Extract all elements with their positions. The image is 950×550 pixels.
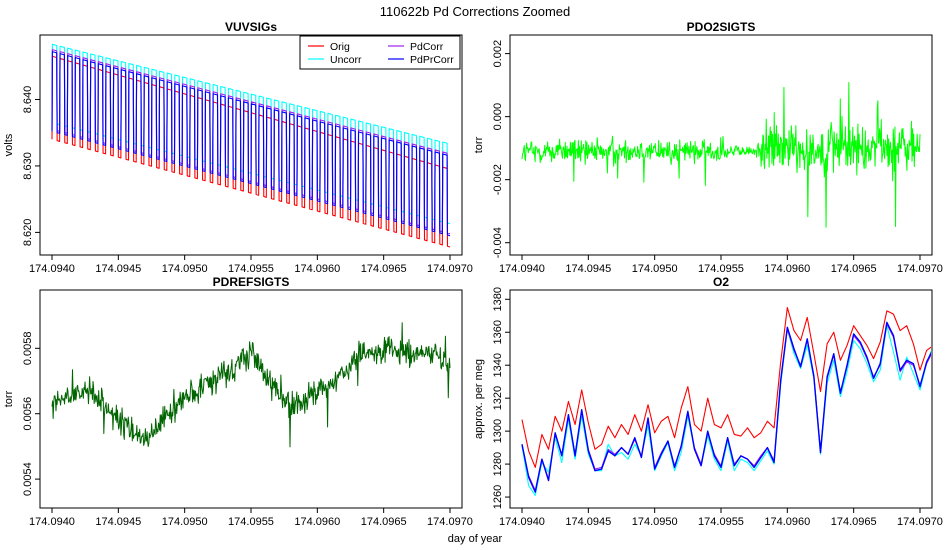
vuvsigs-legend-label: Uncorr: [330, 54, 362, 66]
vuvsigs-x-tick-label: 174.0970: [427, 263, 473, 275]
figure-title: 110622b Pd Corrections Zoomed: [380, 4, 571, 19]
pdrefsigts-plot-area: [51, 322, 451, 448]
pdo2sigts-y-tick-label: 0.000: [492, 103, 504, 131]
pdo2sigts-y-tick-label: 0.002: [492, 40, 504, 68]
vuvsigs-title: VUVSIGs: [225, 20, 277, 34]
pdo2sigts-y-tick-label: -0.002: [492, 164, 504, 195]
o2-y-axis-label: approx. per meg: [473, 359, 485, 439]
o2-y-tick-label: 1280: [492, 452, 504, 476]
pdrefsigts-x-tick-label: 174.0945: [95, 516, 141, 528]
vuvsigs-y-tick-label: 8.620: [22, 219, 34, 247]
o2-y-tick-label: 1320: [492, 386, 504, 410]
vuvsigs-legend-box: [299, 35, 461, 70]
pdrefsigts-y-tick-label: 0.0054: [22, 462, 34, 496]
vuvsigs-x-tick-label: 174.0960: [294, 263, 340, 275]
pdo2sigts-panel: PDO2SIGTS torr 174.0940 174.0945 174.0950 174…: [473, 20, 943, 275]
pdrefsigts-x-tick-label: 174.0940: [29, 516, 75, 528]
o2-y-tick-label: 1260: [492, 485, 504, 509]
o2-y-tick-label: 1300: [492, 419, 504, 443]
o2-y-tick-label: 1360: [492, 320, 504, 344]
vuvsigs-legend-label: PdCorr: [410, 41, 444, 53]
o2-y-tick-label: 1340: [492, 353, 504, 377]
pdrefsigts-panel: PDREFSIGTS torr 174.0940 174.0945 174.0950 17…: [3, 275, 473, 528]
vuvsigs-plot-area: [51, 43, 451, 248]
o2-title: O2: [713, 275, 729, 289]
o2-x-tick-label: 174.0970: [897, 516, 943, 528]
pdo2sigts-x-tick-label: 174.0970: [897, 263, 943, 275]
vuvsigs-x-tick-label: 174.0945: [95, 263, 141, 275]
pdrefsigts-x-tick-label: 174.0965: [361, 516, 407, 528]
vuvsigs-panel: VUVSIGs volts 174.0940 174.0945 174.0950 174.…: [3, 20, 473, 275]
vuvsigs-y-tick-label: 8.630: [22, 152, 34, 180]
o2-series-pdcorr: [521, 323, 931, 492]
pdo2sigts-x-tick-label: 174.0965: [831, 263, 877, 275]
pdo2sigts-plot-area: [521, 81, 921, 228]
shared-x-axis-label: day of year: [448, 533, 503, 545]
pdrefsigts-y-tick-label: 0.0058: [22, 331, 34, 365]
o2-x-tick-label: 174.0955: [698, 516, 744, 528]
o2-x-tick-label: 174.0960: [764, 516, 810, 528]
o2-x-tick-label: 174.0945: [565, 516, 611, 528]
pdo2sigts-x-tick-label: 174.0960: [764, 263, 810, 275]
pdo2sigts-title: PDO2SIGTS: [687, 20, 756, 34]
pdo2sigts-y-tick-label: -0.004: [492, 227, 504, 258]
vuvsigs-x-tick-label: 174.0955: [228, 263, 274, 275]
pdo2sigts-x-tick-label: 174.0950: [632, 263, 678, 275]
o2-plot-area: [521, 306, 931, 496]
o2-plot-frame: [509, 289, 933, 509]
pdrefsigts-y-tick-label: 0.0056: [22, 397, 34, 431]
pdrefsigts-x-tick-label: 174.0970: [427, 516, 473, 528]
o2-series-uncorr: [521, 325, 931, 496]
vuvsigs-x-tick-label: 174.0965: [361, 263, 407, 275]
pdo2sigts-y-axis-label: torr: [473, 136, 485, 153]
o2-x-tick-label: 174.0965: [831, 516, 877, 528]
pdo2sigts-series: [521, 81, 921, 228]
pdrefsigts-title: PDREFSIGTS: [213, 275, 290, 289]
o2-x-tick-label: 174.0940: [499, 516, 545, 528]
pdrefsigts-x-tick-label: 174.0950: [162, 516, 208, 528]
vuvsigs-y-tick-label: 8.640: [22, 86, 34, 114]
vuvsigs-legend-label: PdPrCorr: [410, 54, 454, 66]
pdo2sigts-x-tick-label: 174.0945: [565, 263, 611, 275]
o2-series-orig: [521, 306, 931, 468]
o2-x-tick-label: 174.0950: [632, 516, 678, 528]
vuvsigs-x-tick-label: 174.0950: [162, 263, 208, 275]
o2-panel: O2 approx. per meg 174.0940 174.0945 174.095…: [473, 275, 943, 528]
o2-series-pdprcorr: [521, 321, 931, 493]
vuvsigs-y-axis-label: volts: [3, 133, 15, 156]
vuvsigs-legend-label: Orig: [330, 41, 350, 53]
vuvsigs-x-tick-label: 174.0940: [29, 263, 75, 275]
pdrefsigts-y-axis-label: torr: [3, 390, 15, 407]
o2-y-tick-label: 1380: [492, 287, 504, 311]
vuvsigs-series-pdprcorr: [51, 51, 451, 237]
pdrefsigts-x-tick-label: 174.0955: [228, 516, 274, 528]
pdo2sigts-x-tick-label: 174.0940: [499, 263, 545, 275]
pdo2sigts-x-tick-label: 174.0955: [698, 263, 744, 275]
pdrefsigts-series: [51, 322, 451, 448]
pdrefsigts-x-tick-label: 174.0960: [294, 516, 340, 528]
